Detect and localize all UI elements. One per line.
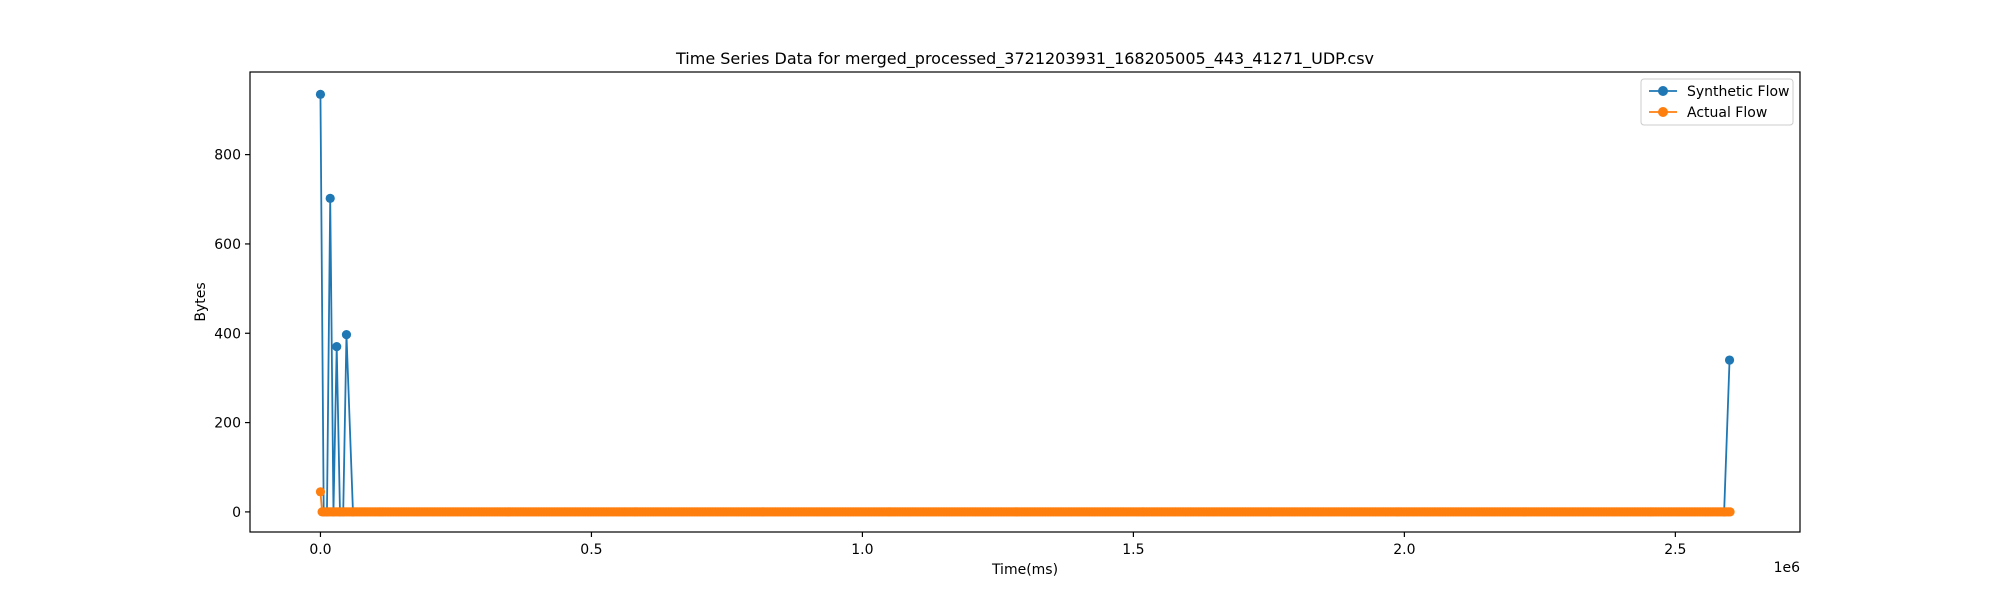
legend-marker-synthetic [1658,86,1668,96]
series-synthetic-flow [315,89,1735,517]
x-tick-label: 0.5 [580,542,602,558]
x-tick-label: 1.0 [851,542,873,558]
x-tick-label: 1.5 [1122,542,1144,558]
y-tick-label: 600 [214,237,241,253]
y-tick-label: 200 [214,416,241,432]
y-axis: 0 200 400 600 800 [214,148,250,521]
chart-title: Time Series Data for merged_processed_37… [675,49,1374,69]
data-point [1724,355,1735,365]
y-tick-label: 400 [214,326,241,342]
x-axis-label: Time(ms) [991,562,1058,578]
legend-box [1640,78,1794,126]
legend-label-actual: Actual Flow [1687,105,1767,121]
data-point [315,487,326,497]
y-tick-label: 800 [214,148,241,164]
series-line-synthetic-flow [319,94,1731,513]
plot-frame [249,71,1801,533]
x-offset-label: 1e6 [1774,560,1801,576]
y-axis-label: Bytes [193,282,209,321]
plot-marks [315,89,1735,517]
data-point [341,330,352,340]
x-axis: 0.0 0.5 1.0 1.5 2.0 2.5 [309,532,1686,558]
y-tick-label: 0 [232,505,241,521]
data-point [332,342,342,352]
legend-marker-actual [1658,107,1668,117]
data-point [325,193,335,203]
x-tick-label: 0.0 [309,542,331,558]
data-point [315,89,326,99]
series-actual-flow [315,487,1735,517]
legend-label-synthetic: Synthetic Flow [1687,84,1790,100]
x-tick-label: 2.0 [1393,542,1415,558]
x-tick-label: 2.5 [1664,542,1686,558]
legend: Synthetic Flow Actual Flow [1640,78,1794,126]
data-point [1725,507,1735,517]
